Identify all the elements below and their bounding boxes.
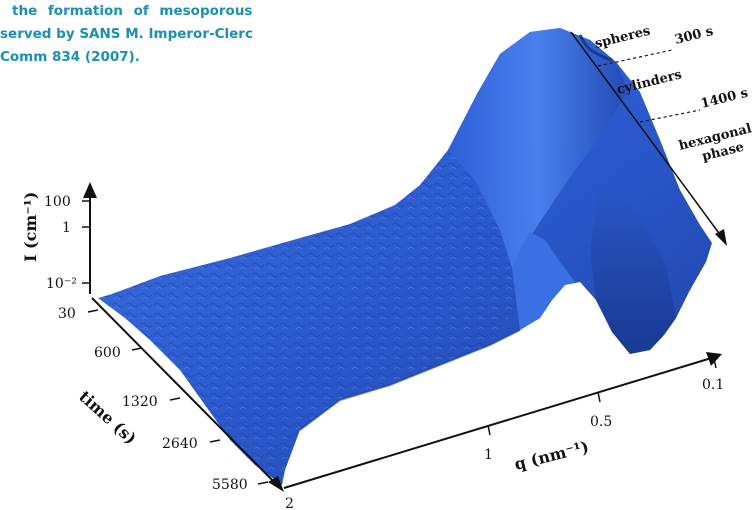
q-tick-mark [713,357,717,369]
time-tick-mark [257,481,269,485]
time-tick-mark [209,439,221,443]
q-axis-line [283,355,719,489]
z-tick-label: 1 [62,220,71,236]
q-tick-label: 1 [484,447,493,463]
time-axis-arrow [268,476,284,492]
surface [98,28,712,485]
time-axis-line [91,297,281,489]
phase-boundary-1400s [639,109,701,123]
phase-annotation: spheres 300 s cylinders 1400 s hexagonal… [570,24,755,246]
surface-texture [98,150,520,485]
phase-label-cylinders: cylinders [615,67,683,98]
z-axis-arrow [83,182,97,198]
time-tick-label: 600 [94,345,121,361]
peak-front-face [590,180,676,354]
phase-label-hexagonal: hexagonal phase [677,120,755,169]
figure-caption: the formation of mesoporous served by SA… [0,0,330,69]
q-tick-label: 2 [285,496,294,510]
q-axis-title: q (nm⁻¹) [512,437,590,474]
ridge-front-fold [512,232,575,330]
peak-crest-line [578,34,613,62]
phase-arrow-line [570,31,725,241]
q-tick-mark [597,391,601,403]
q-tick-label: 0.5 [590,414,612,430]
caption-line-2: served by SANS M. Imperor-Clerc [0,26,253,42]
time-tick-label: 30 [58,306,76,322]
phase-label-spheres: spheres [593,24,652,52]
time-tick-mark [169,397,181,401]
caption-line-1: the formation of mesoporous [12,3,253,19]
phase-time-1400s: 1400 s [699,86,749,112]
time-tick-label: 2640 [162,436,198,452]
time-tick-mark [131,347,143,351]
time-tick-label: 5580 [212,477,248,493]
z-tick-label: 100 [44,194,71,210]
phase-boundary-300s [597,49,673,67]
q-tick-mark [487,424,491,436]
phase-time-300s: 300 s [673,24,714,48]
caption-line-3: Comm 834 (2007). [0,49,140,65]
q-tick-label: 0.1 [702,377,724,393]
time-tick-mark [87,309,99,313]
hexagonal-ridge [448,28,628,268]
surface-edge-shadow [299,329,521,431]
z-tick-label: 10⁻² [46,276,77,292]
phase-arrow-head [715,229,727,246]
z-axis: 100 1 10⁻² I (cm⁻¹) [21,182,97,294]
z-axis-title: I (cm⁻¹) [21,192,40,262]
time-tick-label: 1320 [122,394,158,410]
